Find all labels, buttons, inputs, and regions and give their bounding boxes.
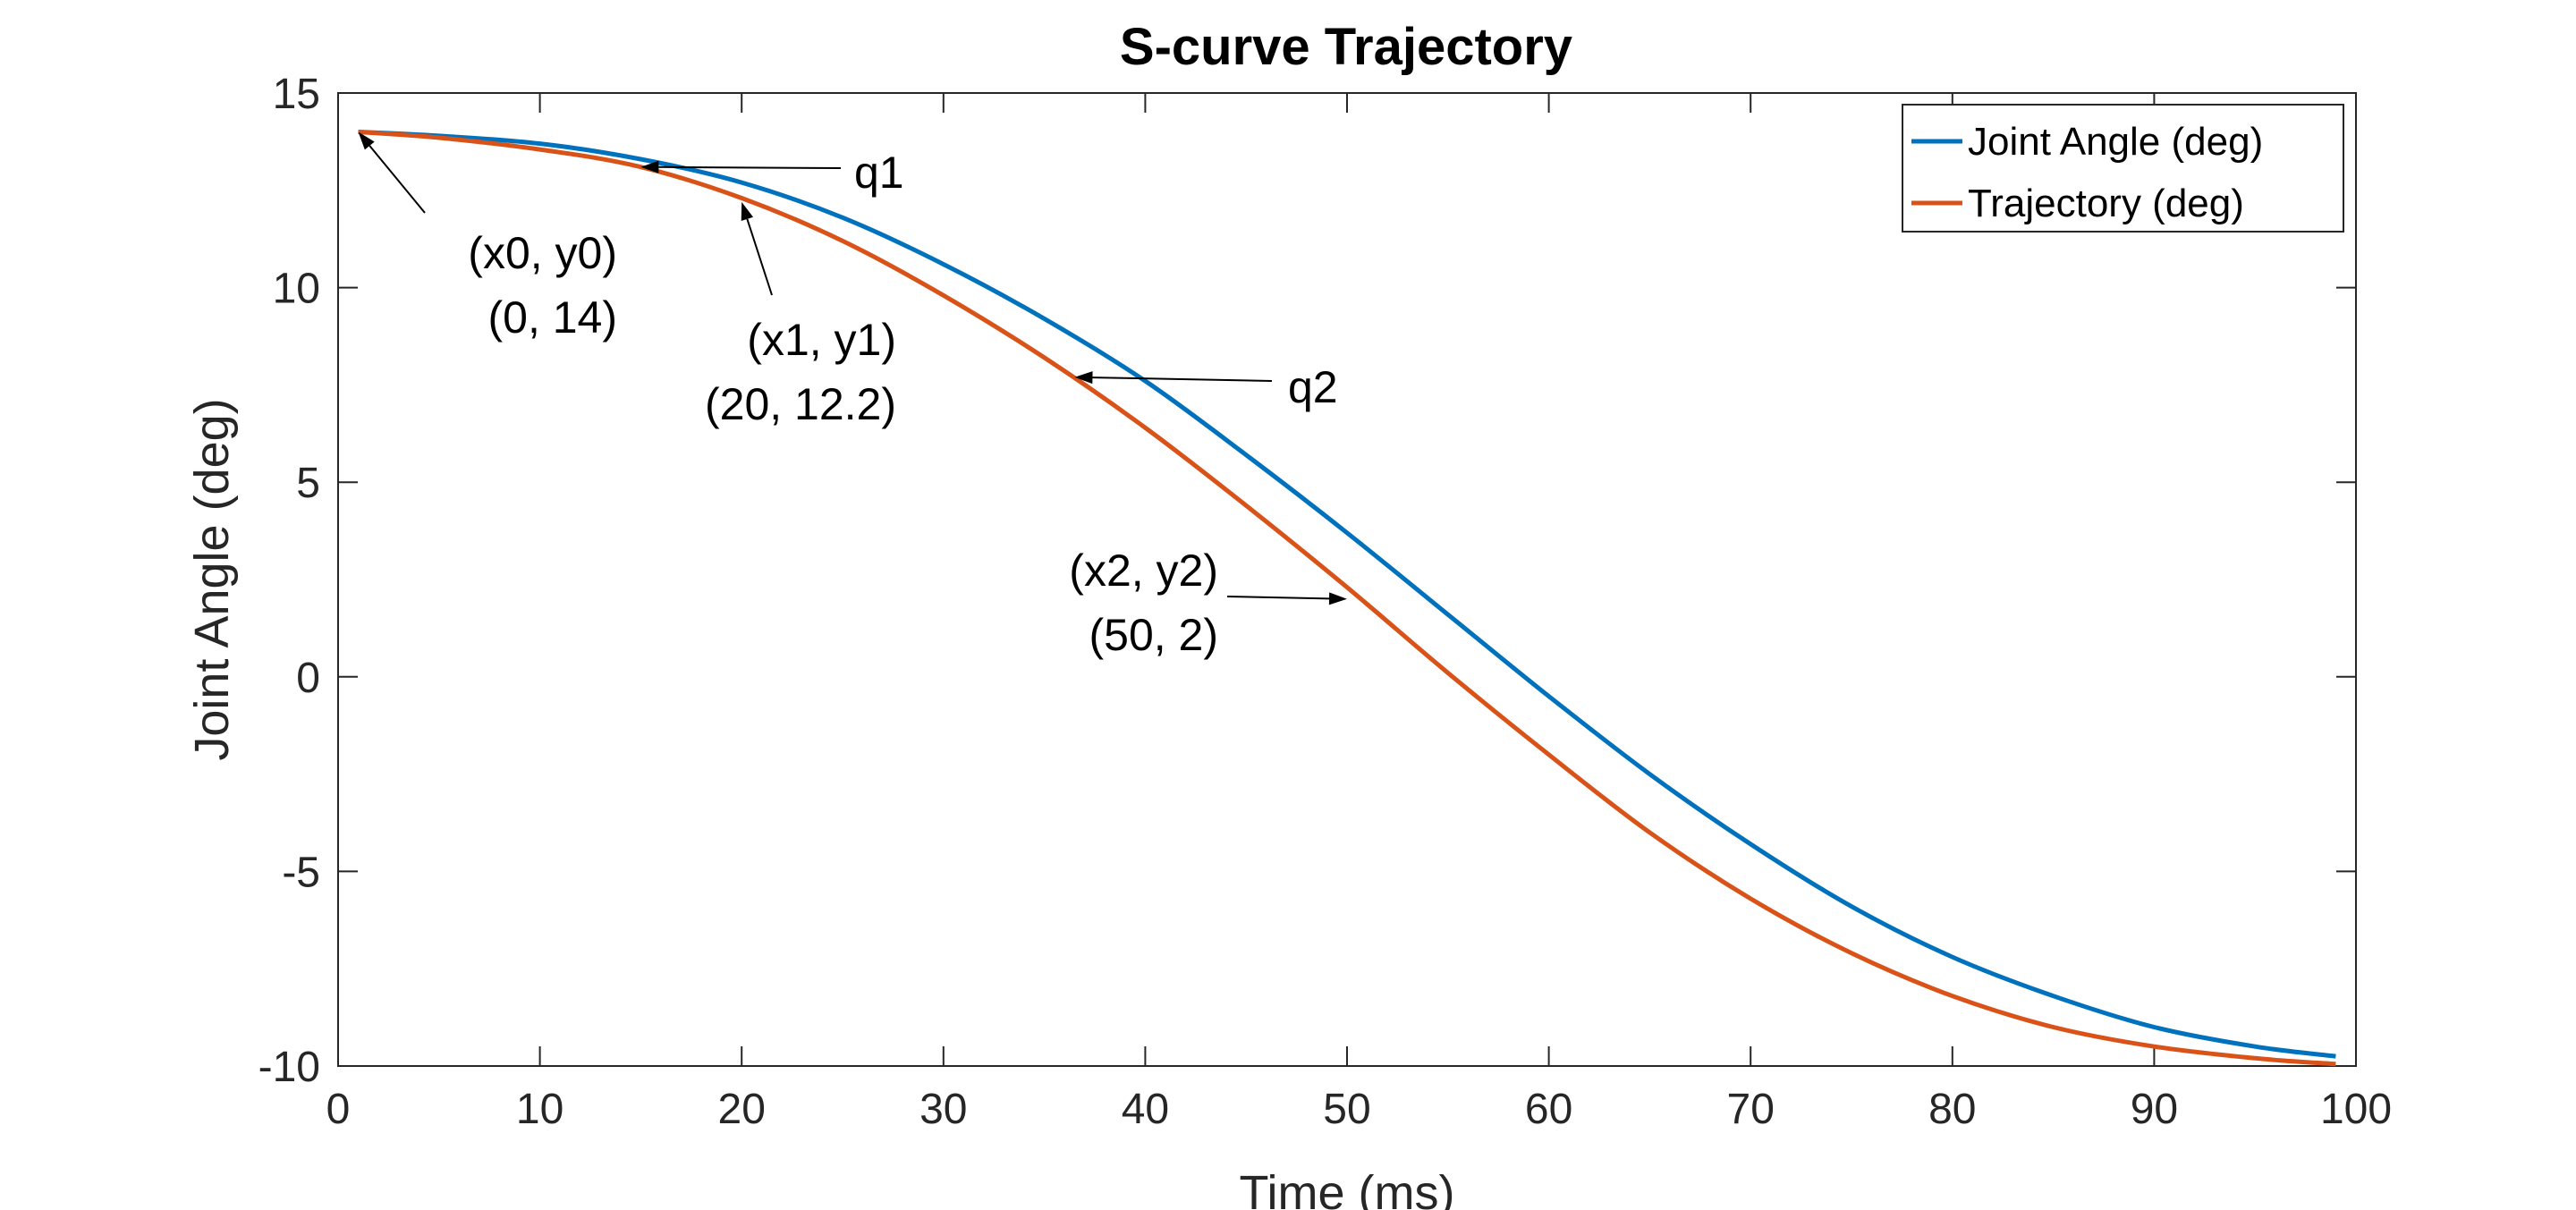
y-tick-label: 15 [273,71,320,118]
legend-box [1902,104,2344,233]
y-tick-label: 0 [296,655,320,702]
legend-label-trajectory: Trajectory (deg) [1968,182,2244,225]
annotation-layer: (x0, y0) (0, 14) q1 (x1, y1) (20, 12.2) q2 (x2… [358,131,1347,660]
x-tick-label: 90 [2131,1086,2178,1133]
series-line-joint-angle [358,130,2336,1059]
annotation-arrow-line [746,218,773,296]
y-tick-label: 5 [296,460,320,507]
annotation-text: q1 [854,148,904,198]
chart-title: S-curve Trajectory [1120,18,1572,76]
legend: Joint Angle (deg) Trajectory (deg) [1902,104,2344,233]
series-line-trajectory [358,130,2336,1067]
x-tick-label: 20 [718,1086,766,1133]
x-tick-label: 10 [516,1086,564,1133]
annotation: (x1, y1) (20, 12.2) [705,201,896,429]
x-axis-label: Time (ms) [1240,1166,1455,1210]
annotation-arrow-head [1328,592,1347,605]
annotation-text: q2 [1288,362,1338,412]
y-tick-label: -10 [258,1044,320,1091]
annotation-text: (50, 2) [1089,610,1218,660]
legend-label-joint-angle: Joint Angle (deg) [1968,120,2263,164]
annotation-text: (x1, y1) [747,315,896,365]
annotation-arrow-line [1092,377,1273,382]
annotation-text: (20, 12.2) [705,379,896,429]
plot-frame [337,92,2357,1067]
annotation: (x0, y0) (0, 14) [358,131,617,343]
x-tick-label: 60 [1525,1086,1572,1133]
y-axis-ticks: 15 10 5 0 -5 -10 [258,71,2356,1091]
annotation-arrow-head [358,131,375,150]
x-tick-label: 80 [1928,1086,1976,1133]
x-tick-label: 50 [1323,1086,1370,1133]
series-layer [358,130,2336,1067]
annotation-arrow-head [1074,371,1093,385]
annotation-text: (x2, y2) [1069,546,1218,596]
y-axis-label: Joint Angle (deg) [185,398,239,760]
x-tick-label: 100 [2320,1086,2392,1133]
annotation-text: (x0, y0) [468,228,617,278]
x-tick-label: 40 [1122,1086,1169,1133]
y-tick-label: -5 [282,849,320,896]
annotation-text: (0, 14) [487,292,617,343]
annotation-arrow-line [1226,596,1330,600]
annotation-arrow-line [369,145,426,214]
x-axis-ticks: 0 10 20 30 40 50 60 70 80 90 100 [326,93,2392,1133]
annotation: q2 [1074,362,1338,412]
annotation: (x2, y2) (50, 2) [1069,546,1347,660]
annotation-arrow-head [640,160,659,173]
x-tick-label: 0 [326,1086,351,1133]
y-tick-label: 10 [273,266,320,313]
x-tick-label: 70 [1727,1086,1775,1133]
annotation: q1 [640,148,904,198]
x-tick-label: 30 [919,1086,967,1133]
annotation-arrow-line [658,165,842,169]
annotation-arrow-head [741,201,754,222]
